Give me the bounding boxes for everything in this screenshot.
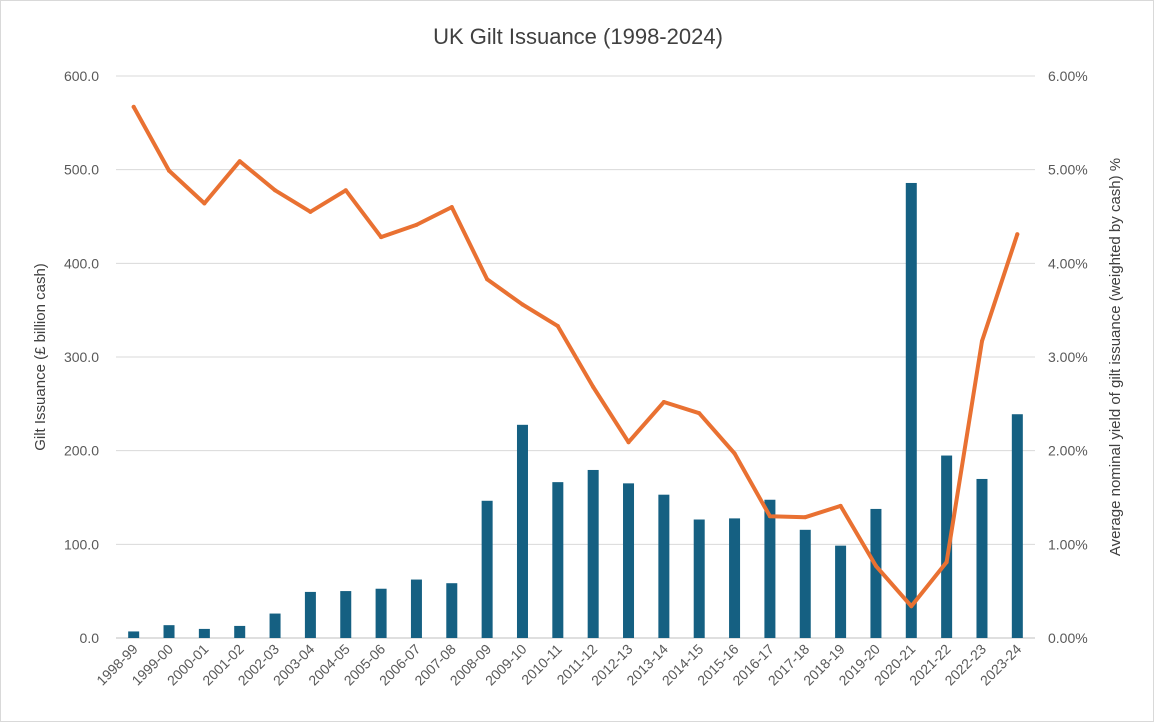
bar	[941, 455, 953, 638]
bar	[410, 579, 422, 638]
bar	[1011, 414, 1023, 638]
bar	[269, 613, 281, 638]
line-point	[697, 411, 702, 416]
line-point	[202, 201, 207, 206]
line-point	[379, 235, 384, 240]
bar	[764, 499, 776, 638]
bar	[658, 494, 670, 638]
bar	[375, 588, 387, 638]
yield-line	[131, 104, 1020, 609]
line-point	[979, 339, 984, 344]
bar	[905, 182, 917, 638]
left-tick-label: 600.0	[64, 68, 99, 84]
bar	[835, 545, 847, 638]
bar	[729, 518, 741, 638]
left-tick-label: 500.0	[64, 162, 99, 178]
bar	[552, 482, 564, 638]
line-point	[732, 451, 737, 456]
line-point	[520, 302, 525, 307]
left-axis: 0.0 100.0 200.0 300.0 400.0 500.0 600.0	[64, 68, 99, 646]
line-point	[838, 503, 843, 508]
line-point	[661, 399, 666, 404]
line-point	[485, 277, 490, 282]
line-point	[555, 324, 560, 329]
bar	[304, 591, 316, 638]
line-point	[909, 604, 914, 609]
bar	[163, 625, 175, 638]
x-axis: 1998-991999-002000-012001-022002-032003-…	[93, 641, 1024, 689]
bar	[870, 508, 882, 638]
line-point	[767, 514, 772, 519]
line-point	[626, 440, 631, 445]
right-tick-label: 1.00%	[1048, 536, 1088, 552]
line-point	[944, 560, 949, 565]
right-tick-label: 3.00%	[1048, 349, 1088, 365]
left-tick-label: 400.0	[64, 255, 99, 271]
line-point	[131, 104, 136, 109]
bar	[128, 631, 140, 638]
line-point	[167, 168, 172, 173]
bar	[516, 424, 528, 638]
left-tick-label: 200.0	[64, 443, 99, 459]
line-point	[308, 209, 313, 214]
line-point	[237, 159, 242, 164]
line-point	[803, 515, 808, 520]
bar	[976, 478, 988, 638]
line-point	[591, 384, 596, 389]
line-point	[273, 188, 278, 193]
line-point	[873, 563, 878, 568]
line-point	[414, 222, 419, 227]
bar	[799, 529, 811, 638]
left-tick-label: 0.0	[80, 630, 100, 646]
line-point	[343, 188, 348, 193]
right-tick-label: 5.00%	[1048, 162, 1088, 178]
bar	[693, 519, 705, 638]
left-tick-label: 300.0	[64, 349, 99, 365]
right-tick-label: 6.00%	[1048, 68, 1088, 84]
left-axis-title: Gilt Issuance (£ billion cash)	[32, 263, 49, 451]
bar-series	[128, 182, 1023, 638]
bar	[198, 628, 210, 638]
right-tick-label: 2.00%	[1048, 443, 1088, 459]
right-tick-label: 0.00%	[1048, 630, 1088, 646]
left-tick-label: 100.0	[64, 536, 99, 552]
bar	[446, 583, 458, 638]
bar	[587, 469, 599, 638]
line-point	[1015, 232, 1020, 237]
line-point	[449, 205, 454, 210]
line-series	[131, 104, 1020, 609]
chart-title: UK Gilt Issuance (1998-2024)	[433, 24, 723, 49]
gridlines	[116, 75, 1035, 639]
right-axis-title: Average nominal yield of gilt issuance (…	[1107, 158, 1124, 556]
bar	[623, 483, 635, 638]
right-axis: 0.00% 1.00% 2.00% 3.00% 4.00% 5.00% 6.00%	[1048, 68, 1088, 646]
right-tick-label: 4.00%	[1048, 255, 1088, 271]
bar	[234, 625, 246, 638]
bar	[340, 591, 352, 638]
bar	[481, 500, 493, 638]
